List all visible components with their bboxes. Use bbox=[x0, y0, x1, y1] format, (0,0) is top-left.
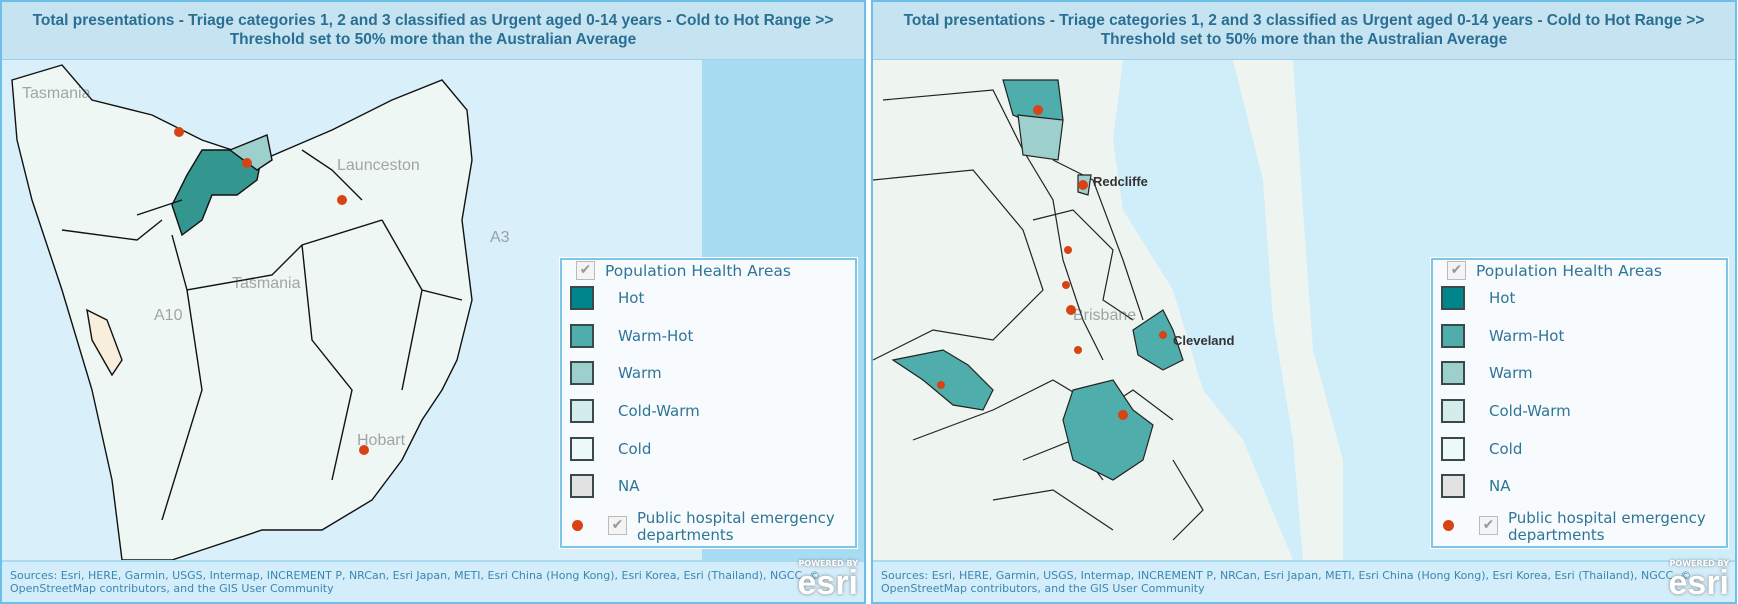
swatch-cold-warm bbox=[570, 399, 594, 423]
hospital-marker[interactable] bbox=[1033, 105, 1043, 115]
hospital-dot-icon bbox=[1443, 520, 1454, 531]
swatch-warm bbox=[570, 361, 594, 385]
legend: ✔ Population Health Areas Hot Warm-Hot Wa… bbox=[1430, 257, 1729, 549]
legend-label: Warm-Hot bbox=[1489, 327, 1565, 345]
legend-label: Warm bbox=[1489, 364, 1533, 382]
hospital-marker[interactable] bbox=[1066, 305, 1076, 315]
road-label: A10 bbox=[154, 307, 183, 324]
swatch-hot bbox=[1441, 286, 1465, 310]
map-label: Redcliffe bbox=[1093, 174, 1148, 189]
hospital-layer-checkbox[interactable]: ✔ bbox=[608, 516, 627, 535]
swatch-cold bbox=[570, 437, 594, 461]
attribution: Sources: Esri, HERE, Garmin, USGS, Inter… bbox=[2, 562, 864, 602]
map-title: Total presentations - Triage categories … bbox=[2, 2, 864, 60]
swatch-na bbox=[1441, 474, 1465, 498]
hospital-marker[interactable] bbox=[359, 445, 369, 455]
road-label: A3 bbox=[490, 229, 510, 246]
legend-hospital-label: Public hospital emergency departments bbox=[1508, 509, 1706, 544]
hospital-marker[interactable] bbox=[1118, 410, 1128, 420]
swatch-hot bbox=[570, 286, 594, 310]
hospital-marker[interactable] bbox=[337, 195, 347, 205]
legend-layer-title: Population Health Areas bbox=[1476, 261, 1662, 280]
legend-label: Hot bbox=[618, 289, 645, 307]
powered-by: POWERED BY bbox=[798, 559, 858, 568]
swatch-warm bbox=[1441, 361, 1465, 385]
hospital-marker[interactable] bbox=[1074, 346, 1082, 354]
map-label: Brisbane bbox=[1073, 307, 1136, 324]
legend-layer-title: Population Health Areas bbox=[605, 261, 791, 280]
map-panel-brisbane[interactable]: Total presentations - Triage categories … bbox=[871, 0, 1737, 604]
legend-label: NA bbox=[1489, 477, 1511, 495]
esri-wordmark: esri bbox=[797, 564, 859, 602]
hospital-marker[interactable] bbox=[1159, 331, 1167, 339]
hospital-layer-checkbox[interactable]: ✔ bbox=[1479, 516, 1498, 535]
map-label: Launceston bbox=[337, 157, 420, 174]
legend-label: NA bbox=[618, 477, 640, 495]
attribution: Sources: Esri, HERE, Garmin, USGS, Inter… bbox=[873, 562, 1735, 602]
swatch-warm-hot bbox=[1441, 324, 1465, 348]
legend-label: Cold-Warm bbox=[618, 402, 700, 420]
swatch-warm-hot bbox=[570, 324, 594, 348]
hospital-marker[interactable] bbox=[174, 127, 184, 137]
legend-label: Cold bbox=[1489, 440, 1523, 458]
hospital-dot-icon bbox=[572, 520, 583, 531]
hospital-markers bbox=[174, 127, 369, 455]
map-label: Tasmania bbox=[232, 275, 301, 292]
powered-by: POWERED BY bbox=[1669, 559, 1729, 568]
swatch-cold bbox=[1441, 437, 1465, 461]
map-label: Tasmania bbox=[22, 85, 91, 102]
layer-checkbox[interactable]: ✔ bbox=[1447, 261, 1466, 280]
legend-hospital-label: Public hospital emergency departments bbox=[637, 509, 835, 544]
hospital-marker[interactable] bbox=[937, 381, 945, 389]
hospital-marker[interactable] bbox=[242, 158, 252, 168]
hospital-marker[interactable] bbox=[1078, 180, 1088, 190]
legend-label: Hot bbox=[1489, 289, 1516, 307]
legend: ✔ Population Health Areas Hot Warm-Hot Wa… bbox=[559, 257, 858, 549]
esri-logo[interactable]: POWERED BY esri bbox=[1668, 559, 1730, 602]
map-panel-tasmania[interactable]: Total presentations - Triage categories … bbox=[0, 0, 866, 604]
legend-label: Warm bbox=[618, 364, 662, 382]
layer-checkbox[interactable]: ✔ bbox=[576, 261, 595, 280]
map-label: Cleveland bbox=[1173, 333, 1234, 348]
hospital-marker[interactable] bbox=[1062, 281, 1070, 289]
swatch-na bbox=[570, 474, 594, 498]
legend-label: Cold bbox=[618, 440, 652, 458]
map-title: Total presentations - Triage categories … bbox=[873, 2, 1735, 60]
hospital-marker[interactable] bbox=[1064, 246, 1072, 254]
swatch-cold-warm bbox=[1441, 399, 1465, 423]
map-label: Hobart bbox=[357, 432, 406, 449]
esri-wordmark: esri bbox=[1668, 564, 1730, 602]
legend-label: Cold-Warm bbox=[1489, 402, 1571, 420]
esri-logo[interactable]: POWERED BY esri bbox=[797, 559, 859, 602]
legend-label: Warm-Hot bbox=[618, 327, 694, 345]
